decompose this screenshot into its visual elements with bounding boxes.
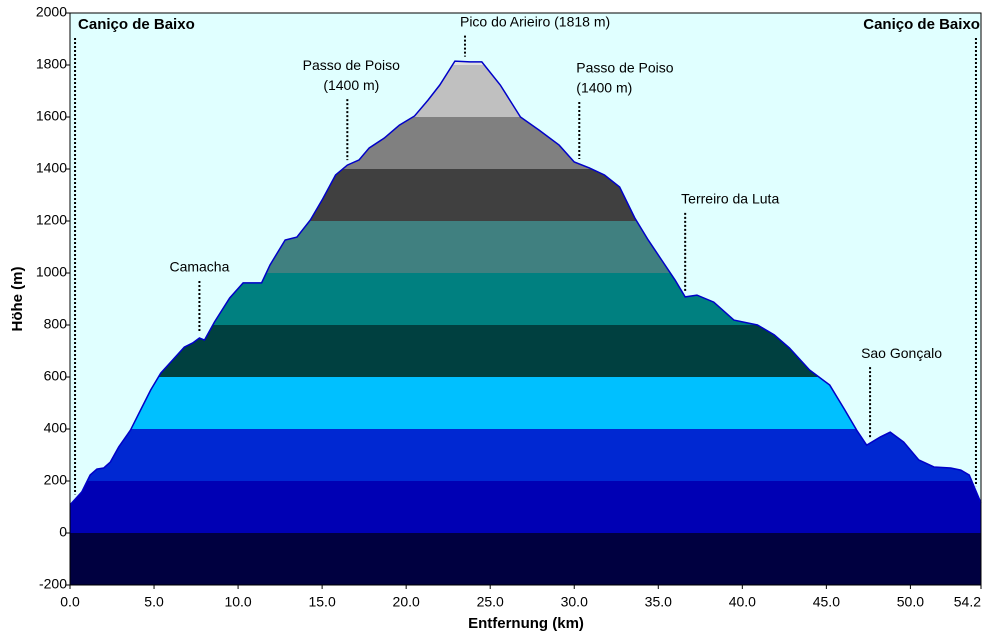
y-tick-label: 1400	[36, 160, 67, 176]
elevation-band	[70, 377, 981, 429]
y-tick-label: 1600	[36, 108, 67, 124]
y-tick-label: 1200	[36, 212, 67, 228]
elevation-band	[70, 533, 981, 585]
x-tick-label: 45.0	[813, 594, 840, 610]
y-tick-label: -200	[39, 576, 67, 592]
annotation-label: Caniço de Baixo	[78, 16, 195, 33]
plot-frame	[69, 12, 982, 586]
y-tick-label: 600	[44, 368, 68, 384]
x-tick-label: 15.0	[308, 594, 335, 610]
x-tick-label: 5.0	[144, 594, 164, 610]
annotation-label: Terreiro da Luta	[681, 191, 779, 207]
elevation-band	[70, 429, 981, 481]
annotation-label: (1400 m)	[323, 77, 379, 93]
elevation-band	[70, 481, 981, 533]
y-tick-label: 400	[44, 420, 68, 436]
x-tick-label: 54.2	[954, 594, 981, 610]
x-tick-label: 10.0	[224, 594, 251, 610]
y-axis-title: Höhe (m)	[9, 267, 26, 332]
x-tick-label: 35.0	[645, 594, 672, 610]
annotation-label: Pico do Arieiro (1818 m)	[460, 13, 610, 29]
profile-line	[69, 60, 982, 506]
x-tick-label: 50.0	[897, 594, 924, 610]
annotation-label: Caniço de Baixo	[863, 16, 980, 33]
annotation-label: (1400 m)	[576, 80, 632, 96]
annotation-label: Camacha	[169, 259, 229, 275]
y-tick-label: 0	[59, 524, 67, 540]
x-tick-label: 0.0	[60, 594, 80, 610]
x-tick-label: 20.0	[393, 594, 420, 610]
annotation-label: Sao Gonçalo	[861, 345, 942, 361]
annotation-label: Passo de Poiso	[303, 57, 400, 73]
x-tick-label: 25.0	[477, 594, 504, 610]
x-axis-title: Entfernung (km)	[468, 615, 584, 632]
y-tick-label: 200	[44, 472, 68, 488]
y-tick-label: 2000	[36, 4, 67, 20]
annotation-label: Passo de Poiso	[576, 60, 673, 76]
x-tick-label: 40.0	[729, 594, 756, 610]
y-tick-label: 800	[44, 316, 68, 332]
y-tick-label: 1000	[36, 264, 67, 280]
x-tick-label: 30.0	[561, 594, 588, 610]
y-tick-label: 1800	[36, 56, 67, 72]
